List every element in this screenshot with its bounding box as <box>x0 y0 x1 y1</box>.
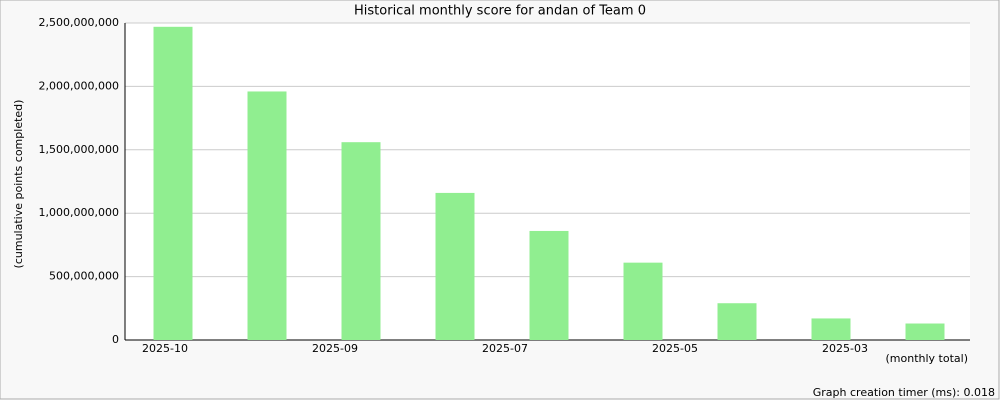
x-tick-label: 2025-05 <box>652 342 698 355</box>
y-axis-label: (cumulative points completed) <box>12 100 25 269</box>
x-axis-label: (monthly total) <box>886 352 969 365</box>
bar <box>905 323 945 340</box>
y-tick-label: 500,000,000 <box>49 270 119 283</box>
chart-title: Historical monthly score for andan of Te… <box>354 4 646 19</box>
y-tick-label: 2,000,000,000 <box>39 79 119 92</box>
bar <box>153 26 193 340</box>
bar <box>435 192 475 340</box>
x-tick-label: 2025-09 <box>312 342 358 355</box>
y-tick-label: 1,500,000,000 <box>39 143 119 156</box>
bar <box>623 262 663 340</box>
bar <box>341 142 381 340</box>
bar <box>529 230 569 340</box>
y-tick-label: 0 <box>112 333 119 346</box>
bar <box>247 91 287 340</box>
y-tick-label: 2,500,000,000 <box>39 16 119 29</box>
bar <box>717 303 757 340</box>
x-tick-label: 2025-07 <box>482 342 528 355</box>
y-tick-label: 1,000,000,000 <box>39 206 119 219</box>
x-tick-label: 2025-10 <box>142 342 188 355</box>
bar <box>811 318 851 340</box>
x-tick-label: 2025-03 <box>822 342 868 355</box>
footer: Graph creation timer (ms): 0.018 <box>813 386 995 399</box>
